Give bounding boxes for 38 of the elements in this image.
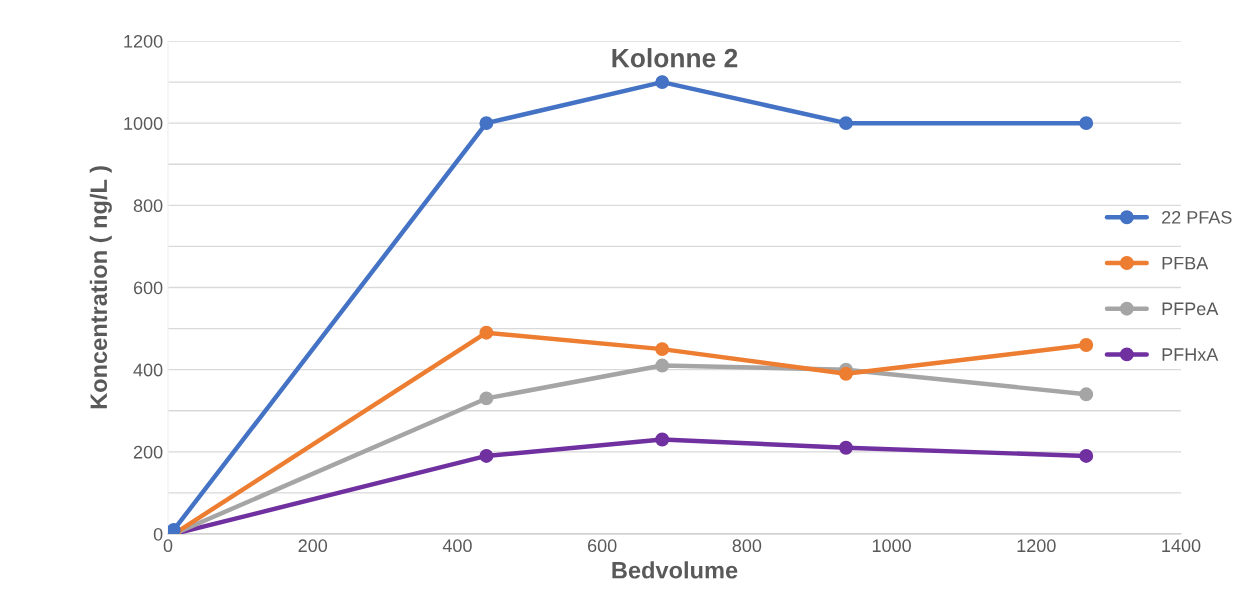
y-tick-label: 600	[133, 281, 163, 295]
legend-label: PFHxA	[1162, 348, 1219, 361]
point	[1079, 387, 1094, 402]
point	[655, 432, 670, 447]
point	[479, 448, 494, 463]
x-axis-title: Bedvolume	[612, 561, 738, 579]
point	[1079, 116, 1094, 131]
y-tick-label: 400	[133, 363, 163, 377]
y-tick-label: 200	[133, 445, 163, 459]
y-tick-label: 1200	[124, 34, 163, 48]
point	[839, 116, 853, 131]
x-tick-label: 400	[442, 539, 472, 553]
point	[655, 342, 670, 357]
x-tick-label: 600	[588, 539, 617, 553]
x-tick-label: 800	[732, 539, 762, 553]
point	[1079, 448, 1094, 463]
y-tick-label: 800	[133, 199, 163, 213]
legend-label: PFPeA	[1162, 302, 1219, 316]
y-axis-title: Koncentration ( ng/L )	[89, 166, 112, 409]
x-tick-label: 1000	[872, 539, 911, 553]
point	[655, 75, 670, 90]
y-tick-label: 1000	[124, 117, 163, 130]
x-tick-label: 1400	[1162, 539, 1201, 553]
point	[1079, 338, 1094, 352]
x-tick-label: 0	[163, 539, 173, 553]
x-tick-label: 200	[298, 539, 328, 553]
y-tick-label: 0	[153, 527, 163, 541]
legend-label: 22 PFAS	[1162, 210, 1232, 224]
point	[479, 325, 494, 340]
point	[168, 522, 181, 534]
point	[479, 116, 494, 131]
point	[839, 440, 853, 455]
chart-title: Kolonne 2	[612, 48, 738, 68]
point	[839, 366, 853, 381]
legend-label: PFBA	[1162, 256, 1209, 270]
x-tick-label: 1200	[1017, 539, 1056, 553]
point	[655, 358, 670, 373]
point	[479, 391, 494, 406]
